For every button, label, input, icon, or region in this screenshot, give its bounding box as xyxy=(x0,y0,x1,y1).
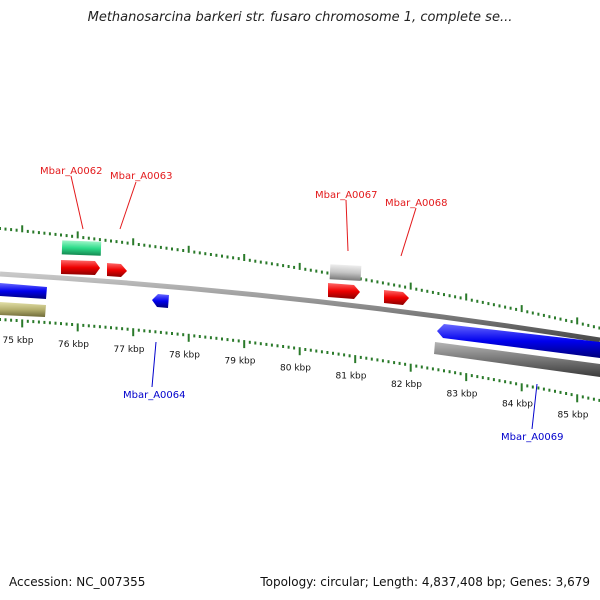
gene-Mbar_A0068[interactable] xyxy=(384,290,409,305)
gene-labels: Mbar_A0062 Mbar_A0063 Mbar_A0067 Mbar_A0068… xyxy=(40,166,564,443)
genome-summary: Topology: circular; Length: 4,837,408 bp… xyxy=(260,575,590,589)
gene-Mbar_A0069[interactable] xyxy=(437,324,600,358)
gene-label-Mbar_A0069[interactable]: Mbar_A0069 xyxy=(501,432,564,443)
forward-scale-ticks xyxy=(0,225,600,330)
reverse-gene-left[interactable] xyxy=(0,283,47,299)
gene-label-Mbar_A0067[interactable]: Mbar_A0067 xyxy=(315,190,378,201)
scale-label: 81 kbp xyxy=(336,372,367,382)
scale-label: 78 kbp xyxy=(169,350,200,360)
genes-count-label: Genes: 3,679 xyxy=(509,575,590,589)
scale-label: 79 kbp xyxy=(225,357,256,367)
scale-label: 75 kbp xyxy=(3,336,34,346)
scale-label: 84 kbp xyxy=(502,400,533,410)
scale-label: 85 kbp xyxy=(558,410,589,420)
gene-label-Mbar_A0062[interactable]: Mbar_A0062 xyxy=(40,166,103,177)
rna-gene[interactable] xyxy=(61,240,102,256)
leader-Mbar_A0062 xyxy=(70,175,84,230)
gene-Mbar_A0067[interactable] xyxy=(328,283,360,299)
scale-label: 77 kbp xyxy=(114,345,145,355)
gene-label-Mbar_A0068[interactable]: Mbar_A0068 xyxy=(385,198,448,209)
leader-Mbar_A0067 xyxy=(345,199,349,252)
reverse-strand-features xyxy=(0,283,600,377)
chromosome-backbone xyxy=(0,271,600,343)
leader-Mbar_A0064 xyxy=(151,341,157,388)
gene-Mbar_A0062[interactable] xyxy=(61,260,100,275)
length-label: Length: 4,837,408 bp; xyxy=(372,575,507,589)
leader-Mbar_A0069 xyxy=(531,383,538,430)
accession-label: Accession: NC_007355 xyxy=(9,575,146,589)
scale-labels: 75 kbp 76 kbp 77 kbp 78 kbp 79 kbp 80 kbp 81 k… xyxy=(3,336,589,420)
scale-label: 82 kbp xyxy=(391,380,422,390)
gene-label-Mbar_A0063[interactable]: Mbar_A0063 xyxy=(110,171,173,182)
map-title: Methanosarcina barkeri str. fusaro chrom… xyxy=(87,10,513,25)
gene-Mbar_A0064[interactable] xyxy=(152,294,169,308)
scale-label: 80 kbp xyxy=(280,364,311,374)
scale-label: 76 kbp xyxy=(58,340,89,350)
dark-feature-right[interactable] xyxy=(434,342,600,377)
reverse-scale-ticks xyxy=(0,318,600,403)
gene-label-leaders xyxy=(70,175,538,430)
forward-strand-features xyxy=(61,240,409,305)
gene-Mbar_A0063[interactable] xyxy=(107,263,127,277)
leader-Mbar_A0063 xyxy=(119,181,137,230)
topology-label: Topology: circular; xyxy=(260,575,369,589)
other-feature-left[interactable] xyxy=(0,302,46,317)
leader-Mbar_A0068 xyxy=(400,207,417,257)
gene-label-Mbar_A0064[interactable]: Mbar_A0064 xyxy=(123,390,186,401)
scale-label: 83 kbp xyxy=(447,389,478,399)
pseudogene-feature[interactable] xyxy=(329,264,362,281)
